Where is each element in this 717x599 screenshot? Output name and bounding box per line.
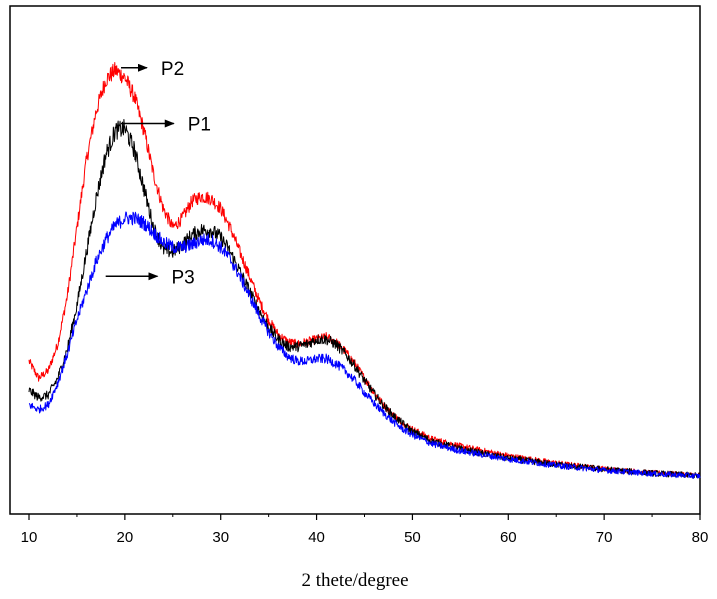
- annotation-layer: P2 P1 P3: [105, 59, 211, 288]
- x-tick-label: 20: [117, 529, 134, 546]
- x-tick-label: 50: [404, 529, 421, 546]
- x-tick-label: 60: [500, 529, 517, 546]
- plot-frame: [9, 5, 701, 515]
- x-tick-label: 40: [308, 529, 325, 546]
- series-line-p3: [28, 211, 701, 480]
- x-tick-label: 30: [212, 529, 229, 546]
- x-axis-ticks: 10 20 30 40 50 60 70 80: [21, 514, 709, 546]
- series-line-p1: [28, 118, 701, 479]
- series-line-p2: [28, 62, 701, 478]
- x-axis-label: 2 thete/degree: [301, 570, 408, 591]
- x-tick-label: 10: [21, 529, 38, 546]
- x-tick-label: 70: [596, 529, 613, 546]
- annotation-label-p3: P3: [171, 267, 194, 288]
- annotation-label-p2: P2: [161, 59, 184, 80]
- x-tick-label: 80: [692, 529, 709, 546]
- series-layer: [28, 62, 701, 480]
- annotation-label-p1: P1: [188, 115, 211, 136]
